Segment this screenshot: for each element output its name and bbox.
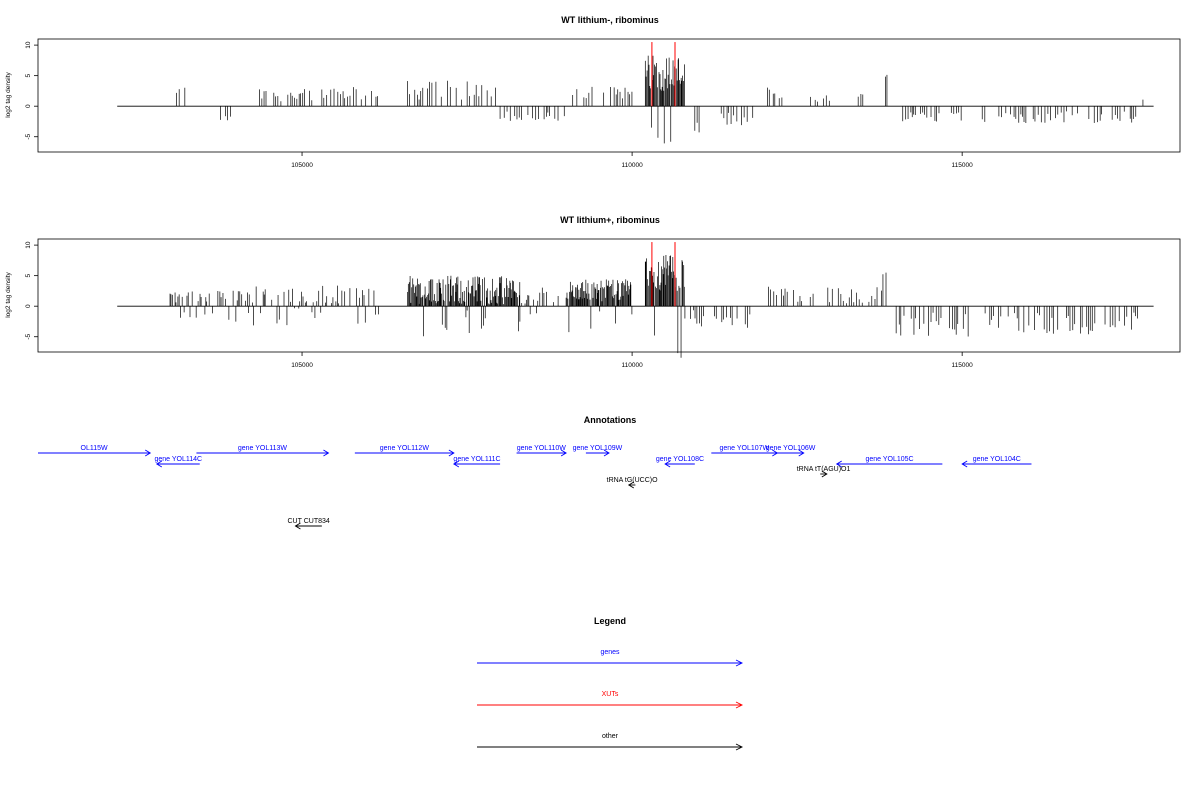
x-tick-label: 105000 xyxy=(291,362,313,369)
feature-arrowhead xyxy=(452,460,460,468)
y-tick-label: 5 xyxy=(25,73,32,77)
feature-label: gene YOL108C xyxy=(656,456,704,463)
feature-arrowhead xyxy=(144,449,152,457)
legend-arrowhead xyxy=(735,701,744,709)
feature-label: gene YOL111C xyxy=(453,456,500,463)
y-tick-label: -5 xyxy=(25,133,32,139)
x-tick-label: 110000 xyxy=(621,362,643,369)
y-tick-label: -5 xyxy=(25,333,32,339)
plot-frame xyxy=(37,38,1181,153)
legend-title: Legend xyxy=(594,616,626,626)
x-tick-label: 105000 xyxy=(291,162,313,169)
feature-arrowhead xyxy=(323,449,330,457)
feature-label: gene YOL107W xyxy=(719,445,769,452)
y-tick-label: 10 xyxy=(25,241,32,249)
feature-arrowhead xyxy=(155,460,163,468)
feature-arrowhead xyxy=(835,460,842,468)
legend-arrowhead xyxy=(735,659,744,667)
x-tick-label: 110000 xyxy=(621,162,643,169)
x-tick-label: 115000 xyxy=(952,162,974,169)
y-tick-label: 10 xyxy=(25,41,32,49)
feature-label: OL115W xyxy=(81,445,108,452)
track-panel-lithium-plus: WT lithium+, ribominus log2 tag density … xyxy=(5,215,1181,369)
feature-arrowhead xyxy=(560,449,567,457)
feature-label: gene YOL114C xyxy=(154,456,202,463)
feature-arrowhead xyxy=(294,522,301,530)
feature-label: gene YOL106W xyxy=(766,445,816,452)
legend-arrowhead xyxy=(735,743,744,751)
feature-arrowhead xyxy=(627,481,635,489)
y-tick-label: 0 xyxy=(25,304,32,308)
legend-label: XUTs xyxy=(602,691,619,698)
legend-label: other xyxy=(602,733,619,740)
legend-label: genes xyxy=(600,649,620,656)
panel-title: WT lithium-, ribominus xyxy=(561,15,659,25)
x-tick-label: 115000 xyxy=(952,362,974,369)
plot-frame xyxy=(37,238,1181,353)
y-tick-label: 5 xyxy=(25,273,32,277)
feature-label: tRNA tT(AGU)O1 xyxy=(797,466,851,473)
feature-arrowhead xyxy=(798,449,805,457)
feature-label: gene YOL104C xyxy=(973,456,1021,463)
feature-label: tRNA tG(UCC)O xyxy=(607,477,659,484)
feature-arrowhead xyxy=(603,449,610,457)
annotations-panel: Annotations OL115W gene YOL114C gene YOL11… xyxy=(38,415,1032,530)
legend-panel: Legend genes XUTs other xyxy=(477,616,744,751)
feature-label: gene YOL113W xyxy=(238,445,288,452)
panel-title: WT lithium+, ribominus xyxy=(560,215,660,225)
feature-label: CUT CUT834 xyxy=(288,518,330,525)
track-panel-lithium-minus: WT lithium-, ribominus log2 tag density … xyxy=(5,15,1181,169)
feature-arrowhead xyxy=(961,460,968,468)
y-tick-label: 0 xyxy=(25,104,32,108)
feature-arrowhead xyxy=(448,449,455,457)
feature-arrowhead xyxy=(772,449,779,457)
feature-label: gene YOL109W xyxy=(573,445,623,452)
feature-arrowhead xyxy=(821,470,828,478)
feature-label: gene YOL112W xyxy=(380,445,430,452)
y-axis-label: log2 tag density xyxy=(5,271,12,317)
feature-label: gene YOL105C xyxy=(865,456,913,463)
feature-arrowhead xyxy=(664,460,671,468)
y-axis-label: log2 tag density xyxy=(5,71,12,117)
feature-label: gene YOL110W xyxy=(517,445,567,452)
annotations-title: Annotations xyxy=(584,415,637,425)
